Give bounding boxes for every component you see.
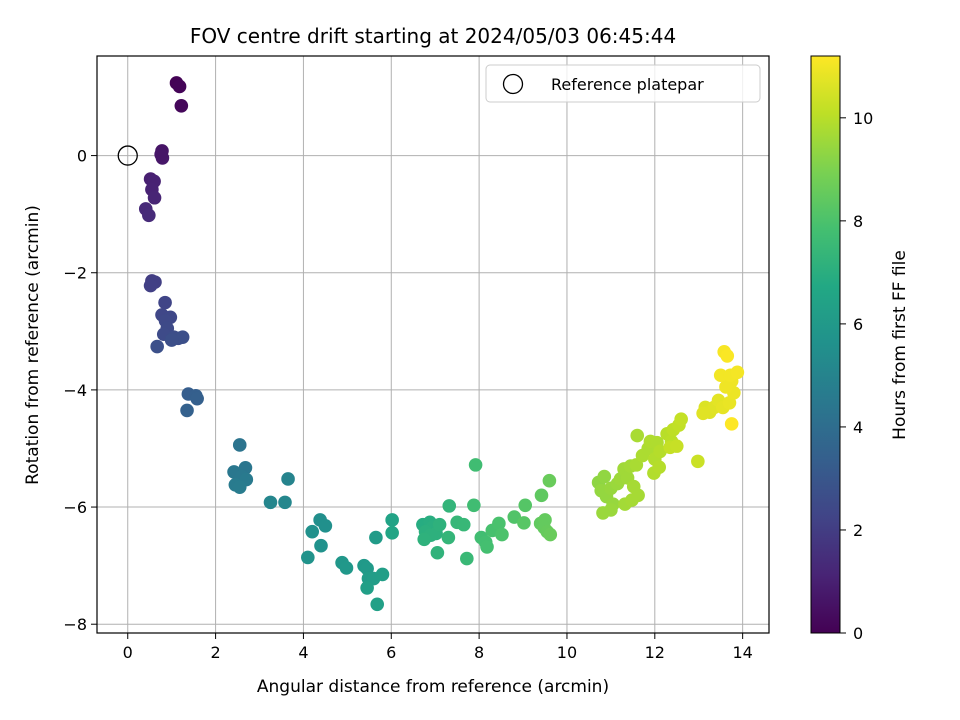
legend-label: Reference platepar	[551, 75, 704, 94]
plot-frame	[96, 55, 770, 634]
x-tick-label: 10	[557, 643, 577, 662]
data-point	[517, 516, 531, 530]
y-tick-label: −2	[63, 264, 87, 283]
x-tick-label: 8	[474, 643, 484, 662]
colorbar-tick-label: 8	[853, 212, 863, 231]
reference-marker	[117, 145, 138, 166]
x-tick-label: 0	[123, 643, 133, 662]
data-point	[518, 498, 533, 513]
x-tick-label: 2	[210, 643, 220, 662]
reference-marker-layer	[117, 145, 138, 166]
data-point	[604, 503, 618, 517]
colorbar: 0 2 4 6 8 10 Hours from first FF file	[810, 55, 910, 643]
data-point	[281, 472, 295, 486]
data-point	[724, 417, 739, 431]
data-point	[158, 295, 172, 310]
data-point	[652, 460, 666, 475]
data-point	[278, 495, 292, 510]
data-point	[360, 581, 374, 595]
x-tick-label: 4	[298, 643, 308, 662]
grid-lines	[97, 56, 769, 633]
data-points	[138, 76, 745, 612]
y-tick-label: 0	[77, 147, 87, 166]
data-point	[534, 488, 549, 503]
data-point	[385, 513, 399, 527]
colorbar-tick-label: 4	[853, 418, 863, 437]
data-point	[713, 368, 728, 383]
x-tick-label: 6	[386, 643, 396, 662]
data-point	[232, 480, 247, 494]
data-point	[626, 479, 641, 494]
data-point	[172, 79, 187, 94]
y-tick-label: −6	[63, 498, 87, 517]
colorbar-ticks: 0 2 4 6 8 10	[840, 109, 873, 643]
y-axis-label: Rotation from reference (arcmin)	[23, 205, 43, 485]
data-point	[442, 499, 457, 513]
data-point	[339, 561, 354, 575]
data-point	[480, 540, 494, 554]
data-point	[385, 526, 399, 540]
data-point	[730, 365, 745, 380]
colorbar-label: Hours from first FF file	[890, 250, 910, 440]
data-point	[174, 98, 189, 113]
data-point	[417, 532, 432, 547]
colorbar-tick-label: 0	[853, 624, 863, 643]
data-point	[263, 495, 278, 510]
data-point	[542, 473, 557, 488]
x-axis-label: Angular distance from reference (arcmin)	[257, 677, 609, 697]
data-point	[150, 339, 164, 354]
legend-box	[485, 64, 761, 103]
colorbar-gradient	[810, 55, 841, 634]
data-point	[175, 330, 190, 344]
data-point	[154, 147, 168, 162]
data-point	[495, 527, 509, 542]
data-point	[301, 550, 315, 565]
chart-title: FOV centre drift starting at 2024/05/03 …	[190, 24, 676, 48]
legend: Reference platepar	[485, 64, 761, 103]
data-point	[669, 439, 684, 453]
data-point	[232, 438, 247, 452]
y-tick-label: −4	[63, 381, 87, 400]
data-point	[597, 469, 612, 484]
legend-reference-marker	[502, 73, 524, 95]
data-point	[360, 561, 374, 576]
data-point	[691, 454, 705, 469]
data-point	[164, 333, 179, 347]
y-axis-ticks: 0 −2 −4 −6 −8	[63, 147, 97, 634]
data-point	[370, 597, 385, 612]
y-tick-label: −8	[63, 615, 87, 634]
data-point	[441, 530, 456, 545]
data-point	[630, 428, 645, 443]
data-point	[720, 349, 735, 363]
data-point	[467, 498, 481, 513]
data-point	[460, 551, 474, 566]
data-point	[143, 278, 158, 293]
data-point	[432, 517, 447, 532]
data-point	[430, 545, 445, 560]
data-point	[543, 527, 558, 542]
x-axis-ticks: 0 2 4 6 8 10 12 14	[123, 633, 753, 662]
colorbar-tick-label: 10	[853, 109, 873, 128]
data-point	[719, 380, 733, 394]
data-point	[456, 517, 471, 532]
data-point	[314, 538, 328, 553]
data-point	[180, 403, 194, 418]
data-point	[305, 524, 320, 539]
x-tick-label: 14	[732, 643, 752, 662]
data-point	[696, 406, 710, 421]
data-point	[369, 530, 383, 545]
colorbar-tick-label: 2	[853, 521, 863, 540]
data-point	[375, 567, 390, 582]
data-point	[190, 391, 204, 406]
data-point	[492, 516, 506, 531]
data-point	[468, 458, 483, 472]
data-point	[318, 519, 333, 533]
data-point	[147, 190, 162, 205]
colorbar-tick-label: 6	[853, 315, 863, 334]
data-point	[142, 208, 156, 223]
data-point	[674, 412, 688, 426]
x-tick-label: 12	[645, 643, 665, 662]
